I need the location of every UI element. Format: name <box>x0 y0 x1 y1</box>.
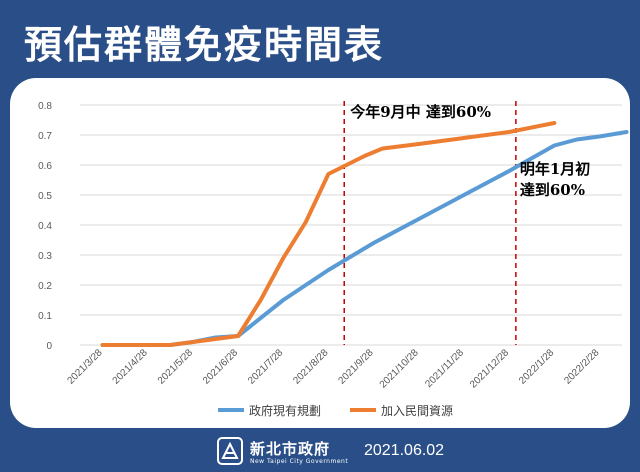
legend-label: 加入民間資源 <box>381 404 453 418</box>
x-tick-label: 2021/3/28 <box>65 347 105 387</box>
x-tick-label: 2022/2/28 <box>562 347 602 387</box>
government-name: 新北市政府 <box>250 440 331 458</box>
milestone-annotation: 達到60% <box>520 181 585 199</box>
milestone-annotation: 今年9月中 達到60% <box>349 103 491 121</box>
y-tick-label: 0 <box>46 341 52 352</box>
x-tick-label: 2021/12/28 <box>468 347 511 390</box>
x-tick-label: 2021/11/28 <box>423 347 466 390</box>
footer: 新北市政府 New Taipei City Government 2021.06… <box>0 436 640 472</box>
x-tick-label: 2021/10/28 <box>378 347 421 390</box>
y-tick-label: 0.3 <box>38 251 52 262</box>
x-tick-label: 2021/7/28 <box>246 347 286 387</box>
page-title: 預估群體免疫時間表 <box>24 22 385 67</box>
new-taipei-city-logo-icon <box>217 437 243 465</box>
y-tick-label: 0.2 <box>38 281 52 292</box>
y-tick-label: 0.1 <box>38 311 52 322</box>
y-tick-label: 0.4 <box>38 221 52 232</box>
vaccination-timeline-chart: 0 0.1 0.2 0.3 0.4 0.5 0.6 0.7 0.8 2021/3/28 2021/4… <box>38 101 629 418</box>
publish-date: 2021.06.02 <box>364 442 445 459</box>
y-tick-label: 0.6 <box>38 161 52 172</box>
y-tick-label: 0.7 <box>38 131 52 142</box>
x-tick-label: 2021/5/28 <box>156 347 196 387</box>
x-tick-label: 2021/8/28 <box>291 347 331 387</box>
y-tick-label: 0.8 <box>38 101 52 112</box>
series-line <box>100 121 557 347</box>
government-name-english: New Taipei City Government <box>250 458 349 465</box>
x-tick-label: 2021/4/28 <box>111 347 151 387</box>
milestone-annotation: 明年1月初 <box>520 160 590 178</box>
chart-panel <box>10 78 630 428</box>
x-tick-label: 2021/6/28 <box>201 347 241 387</box>
x-tick-label: 2021/9/28 <box>336 347 376 387</box>
x-tick-label: 2022/1/28 <box>517 347 557 387</box>
y-tick-label: 0.5 <box>38 191 52 202</box>
legend-label: 政府現有規劃 <box>249 403 321 418</box>
